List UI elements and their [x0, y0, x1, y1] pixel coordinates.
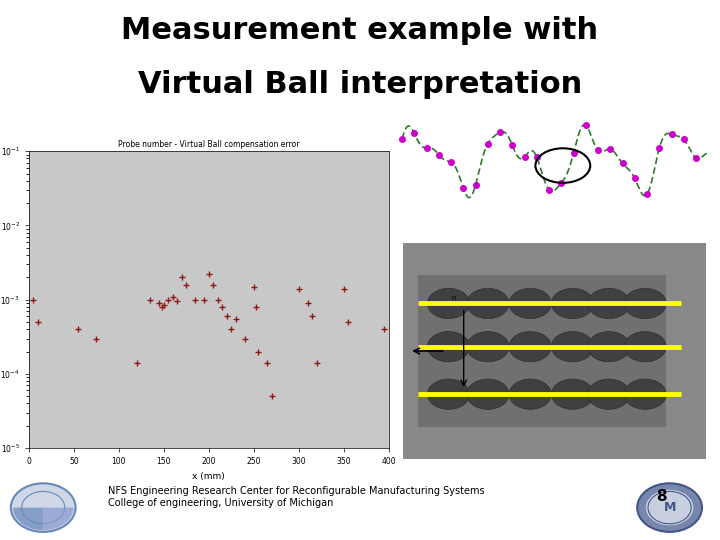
- Point: [266, 392, 278, 401]
- Text: n: n: [451, 295, 456, 301]
- Wedge shape: [43, 508, 73, 530]
- Wedge shape: [637, 483, 702, 532]
- Point: [158, 301, 170, 309]
- FancyBboxPatch shape: [403, 243, 706, 459]
- Circle shape: [552, 379, 594, 409]
- Point: [217, 302, 228, 311]
- Point: [307, 312, 318, 321]
- Circle shape: [467, 332, 509, 362]
- Point: [225, 325, 237, 334]
- Point: [199, 295, 210, 304]
- Point: [311, 359, 323, 367]
- Point: [32, 318, 43, 326]
- Point: [302, 299, 314, 307]
- X-axis label: x (mm): x (mm): [192, 472, 225, 481]
- Circle shape: [509, 379, 552, 409]
- Text: NFS Engineering Research Center for Reconfigurable Manufacturing Systems
College: NFS Engineering Research Center for Reco…: [108, 486, 485, 508]
- Point: [131, 359, 143, 367]
- Circle shape: [509, 332, 552, 362]
- Point: [181, 280, 192, 289]
- Circle shape: [11, 483, 76, 532]
- Point: [221, 312, 233, 321]
- Point: [163, 295, 174, 304]
- Point: [167, 292, 179, 301]
- Point: [207, 280, 219, 289]
- Circle shape: [624, 332, 666, 362]
- FancyBboxPatch shape: [418, 275, 666, 427]
- Circle shape: [552, 288, 594, 319]
- Point: [248, 282, 260, 291]
- Text: Measurement example with: Measurement example with: [122, 16, 598, 45]
- Point: [253, 347, 264, 356]
- Circle shape: [588, 332, 630, 362]
- Point: [145, 295, 156, 304]
- Circle shape: [624, 379, 666, 409]
- Text: 8: 8: [656, 489, 666, 504]
- Circle shape: [637, 483, 702, 532]
- Circle shape: [588, 379, 630, 409]
- Circle shape: [428, 332, 469, 362]
- Point: [171, 297, 183, 306]
- Point: [343, 318, 354, 326]
- Circle shape: [467, 379, 509, 409]
- Wedge shape: [13, 508, 43, 530]
- Text: Virtual Ball interpretation: Virtual Ball interpretation: [138, 70, 582, 99]
- Point: [203, 270, 215, 279]
- Circle shape: [509, 288, 552, 319]
- Circle shape: [588, 288, 630, 319]
- Point: [212, 295, 224, 304]
- Point: [293, 285, 305, 293]
- Point: [153, 299, 165, 307]
- Title: Probe number - Virtual Ball compensation error: Probe number - Virtual Ball compensation…: [118, 140, 300, 149]
- Circle shape: [552, 332, 594, 362]
- Point: [27, 295, 39, 304]
- Point: [261, 359, 273, 367]
- Point: [156, 302, 168, 311]
- Text: M: M: [663, 501, 676, 514]
- Circle shape: [467, 288, 509, 319]
- Point: [91, 334, 102, 343]
- Point: [379, 325, 390, 334]
- Circle shape: [624, 288, 666, 319]
- Point: [230, 315, 242, 323]
- Point: [239, 334, 251, 343]
- Circle shape: [428, 288, 469, 319]
- Point: [73, 325, 84, 334]
- Point: [189, 295, 201, 304]
- Point: [250, 302, 261, 311]
- Point: [338, 285, 350, 293]
- Point: [176, 273, 187, 282]
- Circle shape: [428, 379, 469, 409]
